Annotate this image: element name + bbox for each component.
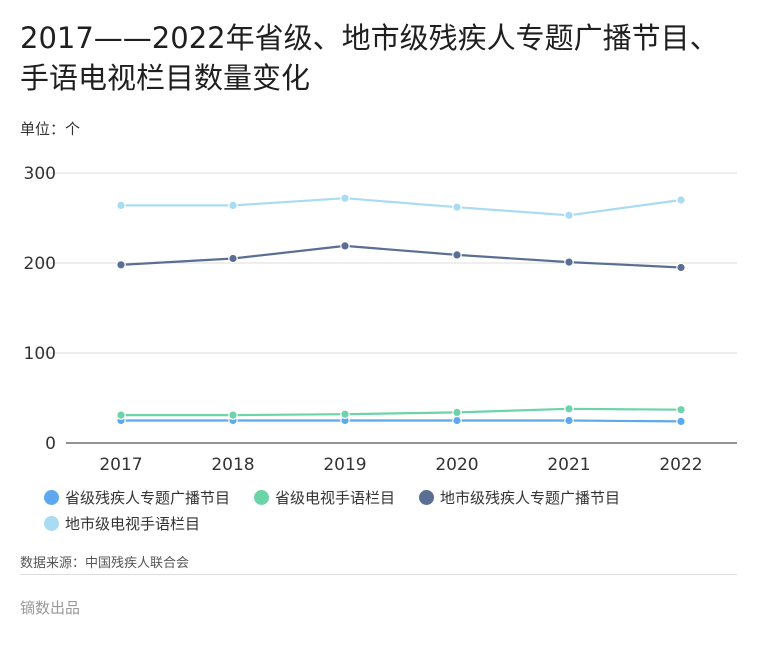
- y-tick-label: 100: [24, 344, 56, 364]
- data-point: [340, 241, 350, 251]
- legend-item: 省级残疾人专题广播节目: [44, 484, 230, 510]
- line-chart: 0 100 200 300 2017 2018 2019 2020 2021 2022: [24, 164, 737, 475]
- x-tick-label: 2017: [99, 455, 142, 475]
- data-point: [564, 257, 574, 267]
- data-point: [676, 416, 686, 427]
- data-point: [452, 250, 462, 260]
- x-tick-label: 2021: [547, 455, 590, 475]
- divider: [20, 574, 737, 575]
- x-axis-ticks: 2017 2018 2019 2020 2021 2022: [99, 455, 702, 475]
- data-point: [676, 262, 686, 273]
- data-point: [116, 410, 126, 420]
- data-point: [452, 415, 462, 426]
- x-tick-label: 2019: [323, 455, 366, 475]
- x-tick-label: 2020: [435, 455, 478, 475]
- data-point: [452, 407, 462, 418]
- y-tick-label: 300: [24, 164, 56, 184]
- legend-swatch: [419, 489, 435, 505]
- data-source: 数据来源：中国残疾人联合会: [20, 556, 190, 571]
- series-line: [121, 407, 682, 417]
- x-tick-label: 2018: [211, 455, 254, 475]
- grid-lines: [38, 172, 737, 444]
- legend-label: 地市级残疾人专题广播节目: [440, 488, 621, 507]
- data-point: [228, 200, 238, 211]
- series-line: [121, 419, 682, 423]
- y-axis-ticks: 0 100 200 300: [24, 164, 56, 454]
- legend-label: 地市级电视手语栏目: [65, 514, 201, 533]
- legend-item: 地市级残疾人专题广播节目: [419, 484, 620, 510]
- series-4: [116, 193, 686, 221]
- legend: 省级残疾人专题广播节目 省级电视手语栏目 地市级残疾人专题广播节目地市级电视手语栏目: [44, 484, 744, 536]
- unit-label: 单位：个: [20, 120, 81, 138]
- y-tick-label: 200: [24, 254, 56, 274]
- data-point: [228, 253, 238, 264]
- series-1: [116, 415, 686, 427]
- data-point: [564, 403, 574, 414]
- data-point: [340, 409, 350, 419]
- series-3: [116, 241, 686, 273]
- y-tick-label: 0: [45, 434, 56, 454]
- legend-label: 省级电视手语栏目: [275, 488, 396, 507]
- data-point: [452, 202, 462, 212]
- x-tick-label: 2022: [659, 455, 702, 475]
- data-point: [564, 210, 574, 221]
- legend-item: 省级电视手语栏目: [254, 484, 395, 510]
- data-point: [340, 193, 350, 203]
- legend-swatch: [254, 489, 270, 505]
- data-point: [676, 195, 686, 205]
- legend-label: 省级残疾人专题广播节目: [65, 488, 231, 507]
- series-lines: [116, 193, 686, 427]
- series-2: [116, 403, 686, 420]
- legend-swatch: [44, 489, 59, 505]
- data-point: [676, 404, 686, 415]
- data-point: [564, 415, 574, 426]
- data-point: [228, 410, 238, 420]
- legend-swatch: [44, 515, 59, 531]
- legend-item: 地市级电视手语栏目: [44, 510, 200, 536]
- chart-title: 2017——2022年省级、地市级残疾人专题广播节目、手语电视栏目数量变化: [20, 21, 719, 95]
- series-line: [121, 197, 682, 217]
- brand-label: 镝数出品: [20, 599, 81, 617]
- data-point: [116, 259, 126, 270]
- series-line: [120, 244, 682, 269]
- data-point: [116, 200, 126, 211]
